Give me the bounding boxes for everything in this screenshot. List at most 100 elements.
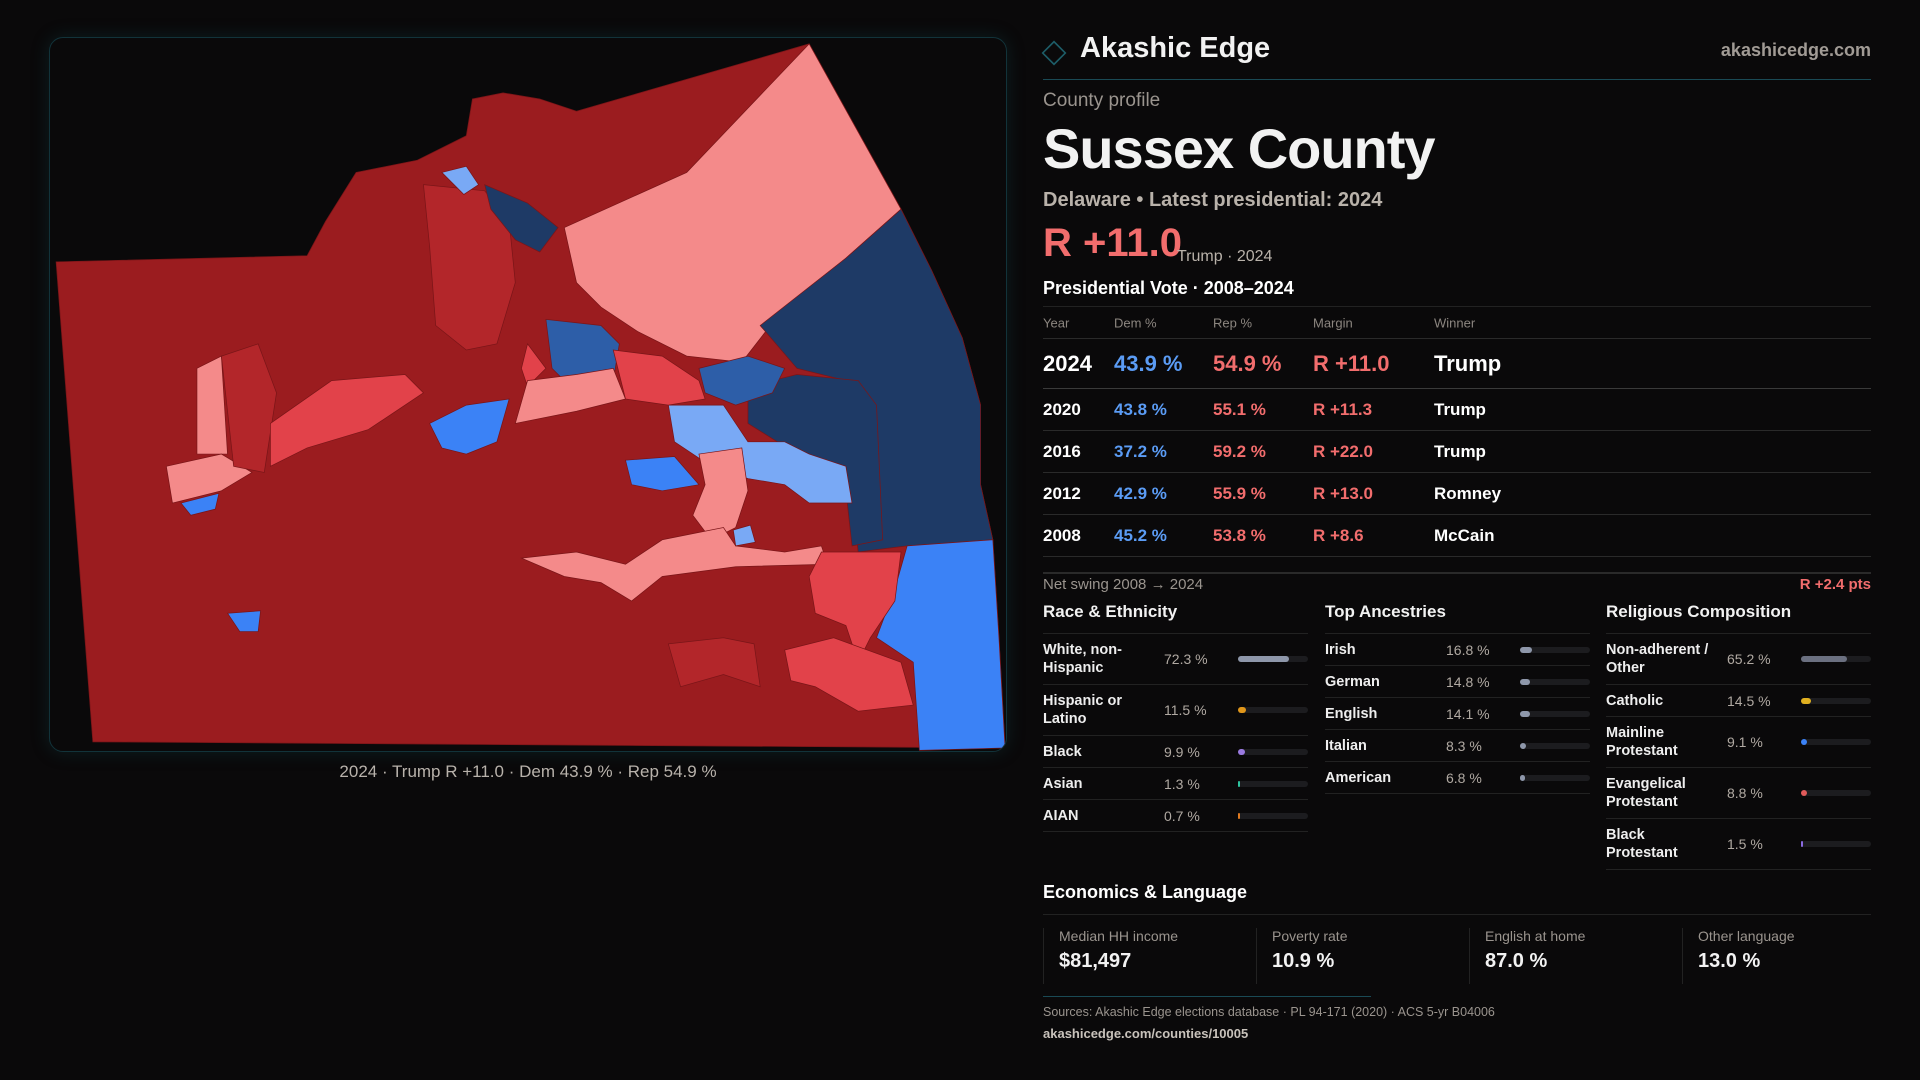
kicker: County profile: [1043, 90, 1161, 111]
cell: McCain: [1434, 525, 1495, 545]
stat-label: Asian: [1043, 775, 1083, 792]
stat-percent: 9.9 %: [1164, 743, 1200, 760]
cell: Trump: [1434, 399, 1486, 419]
ancestry-section: Top Ancestries Irish 16.8 % German 14.8 % Eng…: [1325, 602, 1590, 794]
margin-note: Trump · 2024: [1177, 248, 1273, 265]
column-header: Year: [1043, 315, 1070, 330]
stat-bar-fill: [1520, 774, 1525, 781]
stat-percent: 14.1 %: [1446, 705, 1490, 722]
table-row: 2020 43.8 % 55.1 % R +11.3 Trump: [1043, 389, 1871, 431]
stat-label: Black Protestant: [1606, 827, 1678, 861]
precinct-tilt-r[interactable]: [165, 453, 253, 504]
stat-bar-fill: [1801, 656, 1847, 662]
stat-bar: [1520, 678, 1590, 685]
cell: 55.9 %: [1213, 483, 1266, 503]
map-caption: 2024 · Trump R +11.0 · Dem 43.9 % · Rep …: [339, 762, 717, 781]
stat-label: Catholic: [1606, 692, 1664, 709]
stat-row: Black 9.9 %: [1043, 736, 1308, 768]
precinct-lean-d[interactable]: [429, 398, 510, 455]
precinct-lean-d[interactable]: [625, 456, 700, 492]
site-link[interactable]: akashicedge.com: [1720, 40, 1871, 60]
precinct-tilt-r[interactable]: [519, 527, 829, 602]
stat-bar-fill: [1801, 790, 1808, 796]
econ-label: Other language: [1698, 928, 1795, 944]
divider: [1043, 996, 1371, 997]
column-header: Rep %: [1213, 315, 1253, 330]
cell: Trump: [1434, 350, 1502, 376]
cell: R +11.0: [1313, 350, 1390, 376]
cell: 54.9 %: [1213, 350, 1282, 376]
cell: 45.2 %: [1114, 525, 1167, 545]
votes-title: Presidential Vote · 2008–2024: [1043, 278, 1294, 298]
stat-label: Black: [1043, 743, 1082, 760]
econ-value: 87.0 %: [1485, 950, 1548, 972]
stat-bar-fill: [1520, 646, 1532, 653]
stat-bar: [1238, 748, 1308, 755]
stat-percent: 72.3 %: [1164, 651, 1208, 667]
stat-bar-fill: [1520, 742, 1526, 749]
precinct-tilt-d[interactable]: [732, 524, 756, 547]
precinct-safe-d[interactable]: [484, 184, 559, 253]
econ-label: English at home: [1485, 928, 1586, 944]
net-swing: Net swing 2008 → 2024 R +2.4 pts: [1043, 572, 1871, 593]
precinct-likely-r[interactable]: [667, 637, 761, 688]
cell: 37.2 %: [1114, 441, 1167, 461]
precinct-tilt-r[interactable]: [563, 43, 902, 363]
sources: Sources: Akashic Edge elections database…: [1043, 1005, 1495, 1019]
stat-bar-fill: [1238, 812, 1240, 819]
stat-label: Hispanic or Latino: [1043, 693, 1122, 727]
precinct-lean-d[interactable]: [180, 492, 220, 516]
stat-bar-fill: [1801, 697, 1812, 704]
precinct-lean-r[interactable]: [612, 349, 706, 406]
section-title: Race & Ethnicity: [1043, 602, 1308, 634]
stat-bar: [1801, 841, 1871, 847]
stat-row: German 14.8 %: [1325, 666, 1590, 698]
cell: 59.2 %: [1213, 441, 1266, 461]
column-header: Margin: [1313, 315, 1353, 330]
precinct-map[interactable]: [50, 38, 1007, 752]
section-title: Religious Composition: [1606, 602, 1871, 634]
stat-bar: [1520, 774, 1590, 781]
econ-label: Poverty rate: [1272, 928, 1348, 944]
cell: 2016: [1043, 441, 1081, 461]
swing-value: R +2.4 pts: [1799, 576, 1871, 593]
cell: R +13.0: [1313, 483, 1374, 503]
precinct-likely-d[interactable]: [698, 355, 786, 406]
econ-label: Median HH income: [1059, 928, 1179, 944]
precinct-tilt-r[interactable]: [196, 355, 228, 455]
stat-percent: 16.8 %: [1446, 641, 1490, 658]
precinct-tilt-d[interactable]: [441, 165, 480, 195]
swing-label: Net swing 2008 → 2024: [1043, 576, 1204, 593]
stat-label: American: [1325, 769, 1392, 786]
precinct-lean-d[interactable]: [226, 610, 262, 632]
stat-label: Mainline Protestant: [1606, 725, 1678, 759]
religion-section: Religious Composition Non-adherent / Othe…: [1606, 602, 1871, 870]
stat-percent: 6.8 %: [1446, 769, 1482, 786]
header: Akashic Edge akashicedge.com: [1041, 30, 1871, 80]
stat-row: White, non-Hispanic 72.3 %: [1043, 634, 1308, 685]
table-row: 2012 42.9 % 55.9 % R +13.0 Romney: [1043, 473, 1871, 515]
stat-bar: [1801, 656, 1871, 662]
stat-percent: 65.2 %: [1727, 651, 1771, 667]
subtitle: Delaware • Latest presidential: 2024: [1043, 189, 1383, 211]
precinct-tilt-r[interactable]: [514, 367, 626, 424]
precinct-lean-r[interactable]: [270, 374, 425, 467]
stat-bar: [1238, 780, 1308, 787]
stat-label: English: [1325, 705, 1378, 722]
stat-bar: [1520, 710, 1590, 717]
econ-value: $81,497: [1059, 950, 1132, 972]
stat-bar-fill: [1238, 780, 1240, 787]
stat-percent: 11.5 %: [1164, 702, 1207, 718]
divider: [1043, 914, 1871, 915]
precinct-lean-r[interactable]: [784, 637, 914, 712]
stat-bar: [1238, 707, 1308, 713]
county-map-panel: [49, 37, 1007, 752]
headline-margin: R +11.0: [1043, 221, 1183, 265]
cell: 2012: [1043, 483, 1081, 503]
stat-row: English 14.1 %: [1325, 698, 1590, 730]
stat-row: Irish 16.8 %: [1325, 634, 1590, 666]
stat-label: White, non-Hispanic: [1043, 642, 1122, 676]
stat-bar: [1801, 697, 1871, 704]
county-url[interactable]: akashicedge.com/counties/10005: [1043, 1026, 1249, 1041]
econ-stat: Other language 13.0 %: [1682, 928, 1895, 984]
